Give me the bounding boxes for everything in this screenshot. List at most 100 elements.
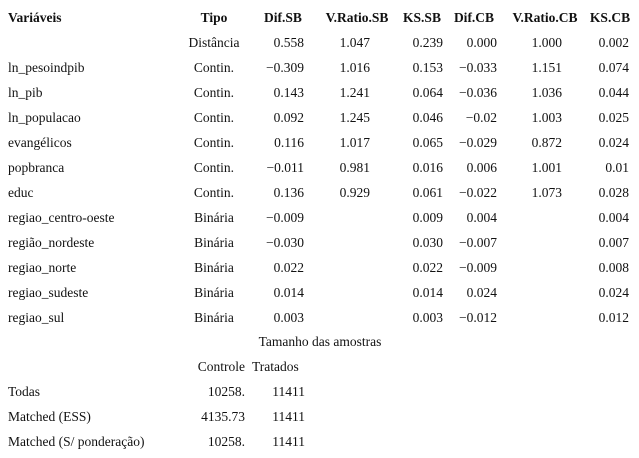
cell: 1.017 <box>339 135 370 150</box>
row-label: Matched (S/ ponderação) <box>8 434 145 449</box>
cell: 1.245 <box>339 110 370 125</box>
cell: −0.030 <box>266 235 304 250</box>
cell: 0.116 <box>274 135 304 150</box>
cell: −0.033 <box>459 60 497 75</box>
cell: 1.151 <box>531 60 562 75</box>
column-header: KS.CB <box>589 10 631 25</box>
cell: 0.007 <box>598 235 629 250</box>
cell: 0.025 <box>598 110 629 125</box>
cell: 0.024 <box>598 285 629 300</box>
section-title: Tamanho das amostras <box>258 334 382 349</box>
cell: −0.022 <box>459 185 497 200</box>
cell: 0.046 <box>412 110 443 125</box>
column-header: Tratados <box>252 359 299 374</box>
cell: 0.002 <box>598 35 629 50</box>
cell: −0.02 <box>465 110 497 125</box>
cell: −0.036 <box>459 85 497 100</box>
cell: 0.003 <box>412 310 443 325</box>
cell: 0.012 <box>598 310 629 325</box>
cell: −0.012 <box>459 310 497 325</box>
cell: Contin. <box>193 85 235 100</box>
cell: Binária <box>194 210 234 225</box>
cell: 0.929 <box>339 185 370 200</box>
cell: 0.061 <box>412 185 443 200</box>
row-label: Todas <box>8 384 41 399</box>
cell: −0.007 <box>459 235 497 250</box>
column-header: Variáveis <box>8 10 62 25</box>
cell: 0.074 <box>598 60 629 75</box>
cell: Contin. <box>193 60 235 75</box>
row-label: regiao_norte <box>8 260 77 275</box>
column-header: V.Ratio.CB <box>512 10 578 25</box>
cell: 0.064 <box>412 85 443 100</box>
cell: Binária <box>194 285 234 300</box>
cell: 1.000 <box>531 35 562 50</box>
cell: 4135.73 <box>201 409 245 424</box>
cell: 0.009 <box>412 210 443 225</box>
cell: 10258. <box>207 434 245 449</box>
cell: Binária <box>194 235 234 250</box>
cell: Binária <box>194 260 234 275</box>
cell: −0.309 <box>266 60 304 75</box>
column-header: KS.SB <box>403 10 441 25</box>
cell: 11411 <box>272 409 305 424</box>
cell: 0.000 <box>466 35 497 50</box>
column-header: Dif.CB <box>453 10 495 25</box>
cell: 0.153 <box>412 60 443 75</box>
cell: −0.009 <box>459 260 497 275</box>
row-label: ln_pib <box>8 85 43 100</box>
cell: Contin. <box>193 185 235 200</box>
cell: 0.558 <box>273 35 304 50</box>
cell: 1.241 <box>339 85 370 100</box>
cell: 0.872 <box>531 135 562 150</box>
cell: Contin. <box>193 160 235 175</box>
row-label: educ <box>8 185 34 200</box>
cell: 1.047 <box>339 35 370 50</box>
cell: 1.003 <box>531 110 562 125</box>
cell: 0.004 <box>598 210 629 225</box>
cell: 0.024 <box>598 135 629 150</box>
cell: −0.009 <box>266 210 304 225</box>
row-label: ln_populacao <box>8 110 81 125</box>
cell: 0.239 <box>412 35 443 50</box>
cell: 10258. <box>207 384 245 399</box>
row-label: regiao_sudeste <box>8 285 89 300</box>
row-label: evangélicos <box>8 135 72 150</box>
row-label: ln_pesoindpib <box>8 60 85 75</box>
row-label: popbranca <box>8 160 65 175</box>
cell: 11411 <box>272 384 305 399</box>
cell: −0.029 <box>459 135 497 150</box>
cell: 0.981 <box>339 160 370 175</box>
cell: Contin. <box>193 135 235 150</box>
column-header: V.Ratio.SB <box>325 10 389 25</box>
cell: 0.01 <box>605 160 629 175</box>
cell: 1.073 <box>531 185 562 200</box>
cell: 0.092 <box>273 110 304 125</box>
cell: 0.136 <box>273 185 304 200</box>
cell: 1.036 <box>531 85 562 100</box>
cell: 0.008 <box>598 260 629 275</box>
cell: 0.028 <box>598 185 629 200</box>
cell: 0.014 <box>412 285 443 300</box>
cell: 0.004 <box>466 210 497 225</box>
cell: 0.065 <box>412 135 443 150</box>
cell: 0.014 <box>273 285 304 300</box>
cell: 0.024 <box>466 285 497 300</box>
row-label: Matched (ESS) <box>8 409 91 424</box>
cell: 0.044 <box>598 85 629 100</box>
column-header: Controle <box>197 359 245 374</box>
cell: 1.016 <box>339 60 370 75</box>
cell: 0.022 <box>412 260 443 275</box>
row-label: região_nordeste <box>8 235 95 250</box>
cell: Contin. <box>193 110 235 125</box>
cell: 0.022 <box>273 260 304 275</box>
cell: 0.016 <box>412 160 443 175</box>
cell: 0.006 <box>466 160 497 175</box>
cell: 0.003 <box>273 310 304 325</box>
column-header: Dif.SB <box>264 10 302 25</box>
cell: 0.030 <box>412 235 443 250</box>
cell: 11411 <box>272 434 305 449</box>
row-label: regiao_sul <box>8 310 65 325</box>
cell: −0.011 <box>266 160 305 175</box>
